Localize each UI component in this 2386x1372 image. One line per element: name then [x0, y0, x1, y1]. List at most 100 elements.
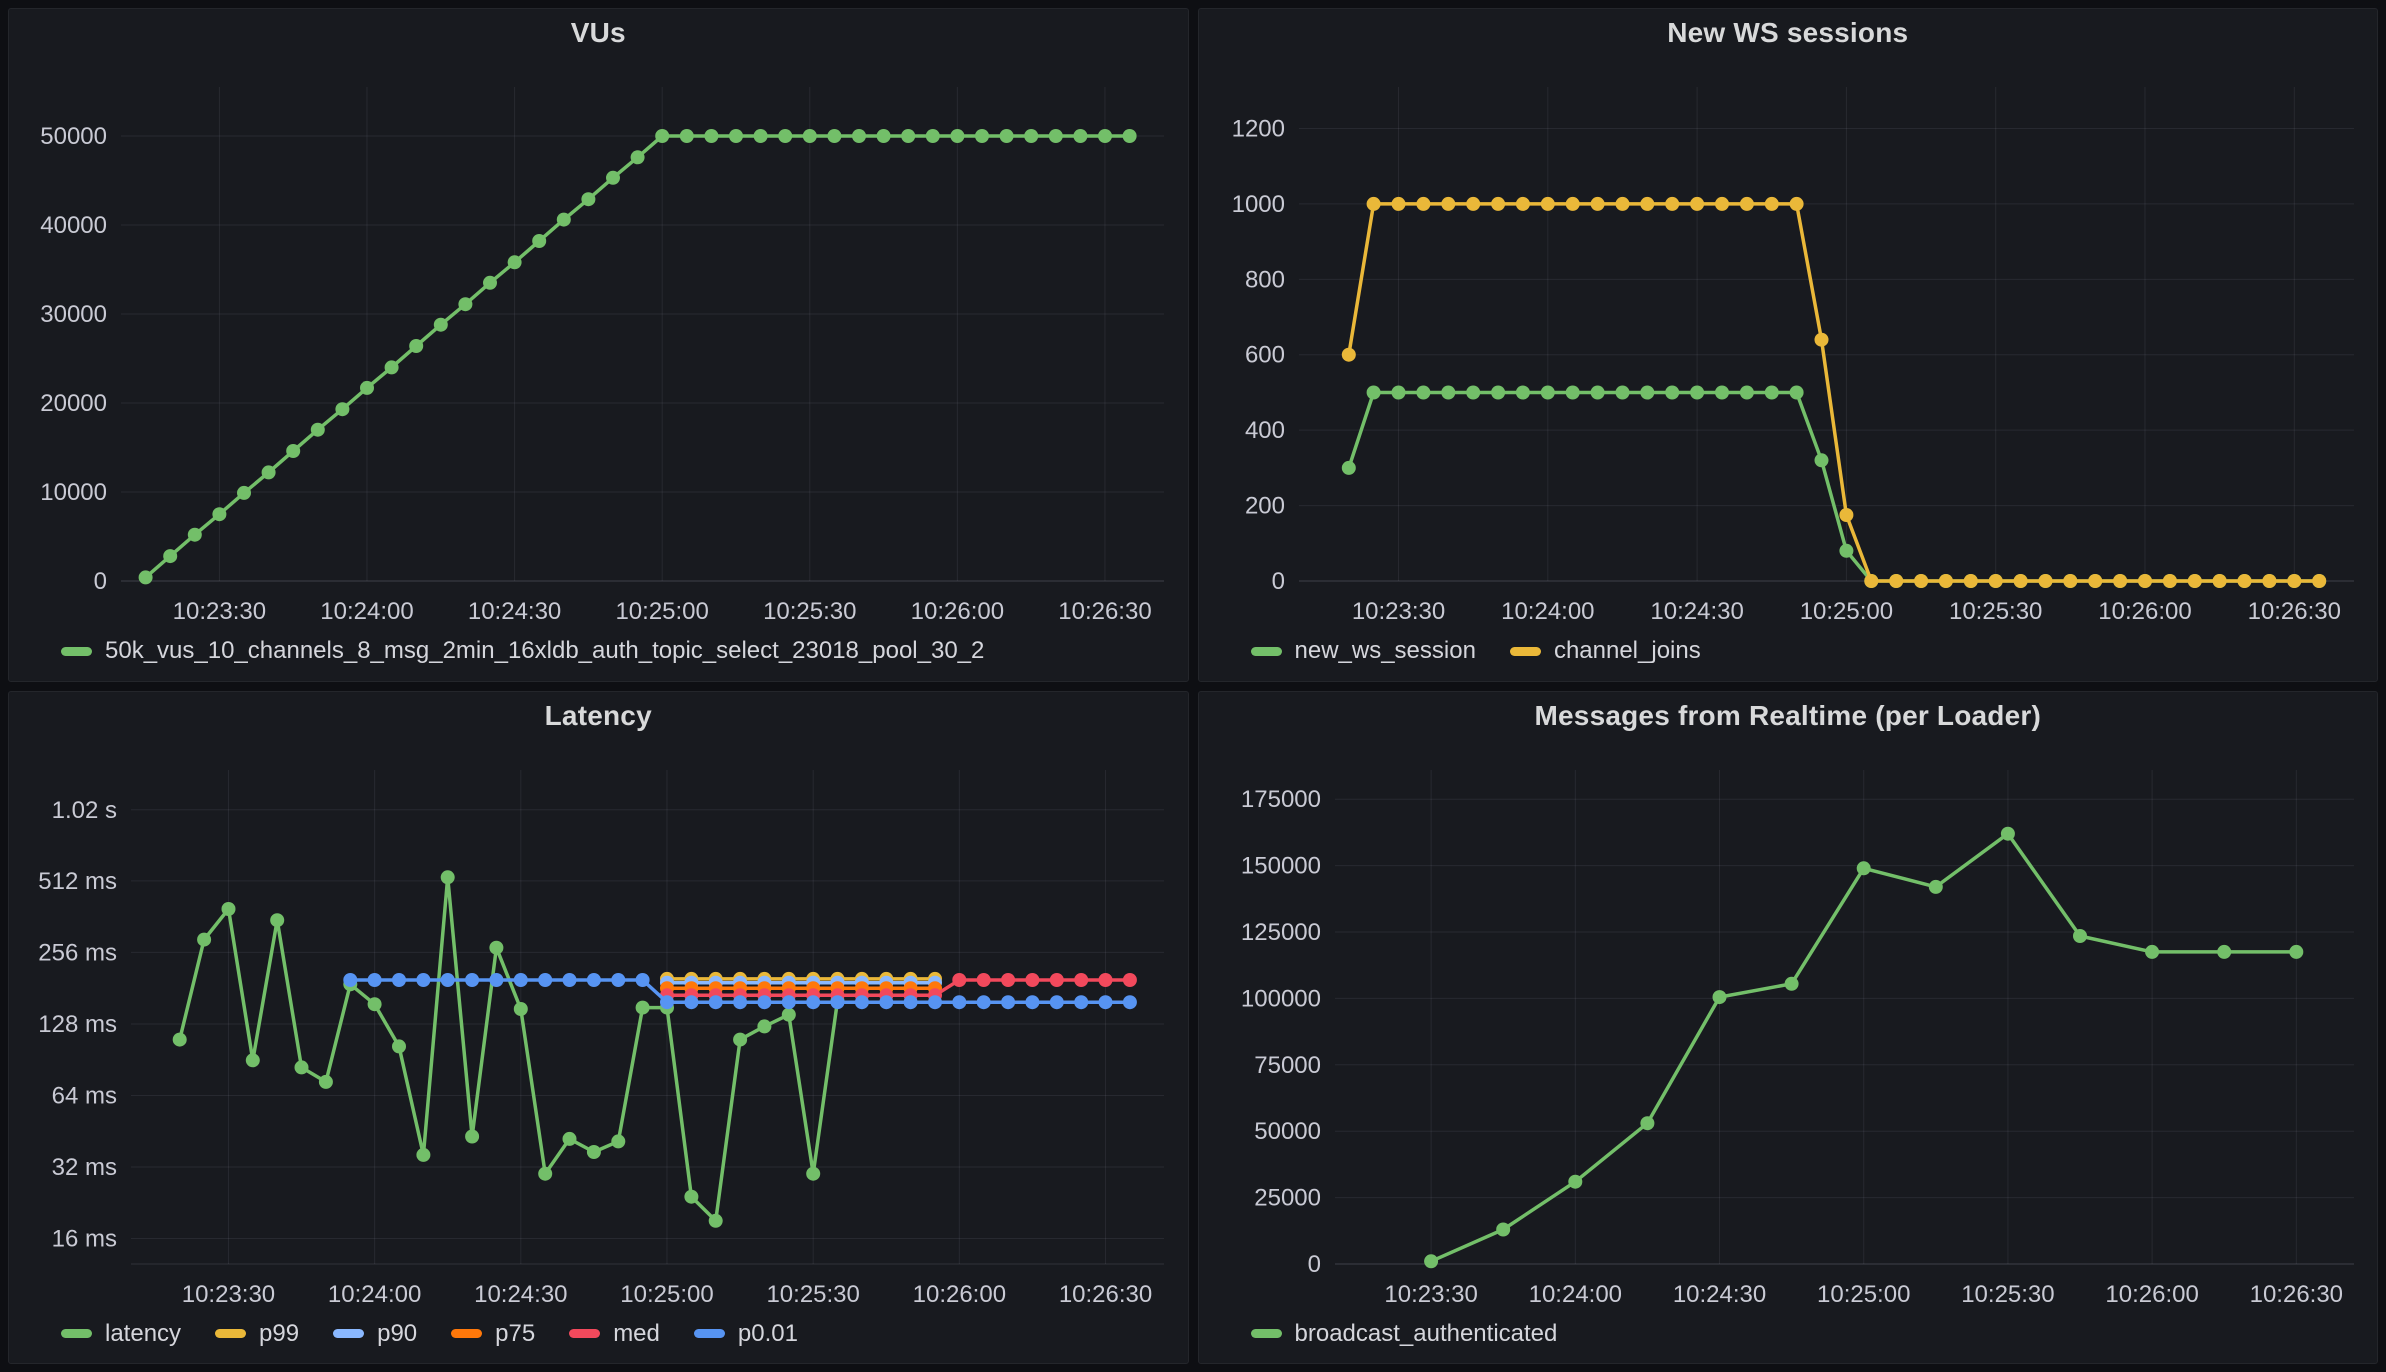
series-point-latency [172, 1032, 187, 1047]
panel-new-ws-sessions: New WS sessions 10:23:30 10:24:00 10:24:30… [1197, 8, 2378, 682]
x-tick-label: 10:25:00 [615, 598, 708, 625]
panel-title-latency[interactable]: Latency [544, 699, 652, 731]
legend-label: p90 [377, 1319, 418, 1347]
legend-item-p90[interactable]: p90 [333, 1320, 417, 1348]
latency-chart[interactable]: 10:23:30 10:24:00 10:24:30 10:25:00 10:25:30… [9, 740, 1188, 1318]
x-tick-label: 10:24:00 [320, 598, 413, 625]
legend-item-broadcast_authenticated[interactable]: broadcast_authenticated [1250, 1320, 1557, 1348]
x-tick-label: 10:24:30 [1650, 598, 1743, 625]
series-point-latency [757, 1018, 772, 1033]
series-point-50k_vus_10_channels_8_msg_2min_16xldb_auth_topic_select_23018_pool_30_2 [876, 129, 891, 143]
series-point-p0.01 [708, 994, 723, 1009]
x-tick-label: 10:23:30 [1384, 1281, 1477, 1308]
series-point-med [952, 972, 967, 987]
new-ws-sessions-plot-area[interactable]: 10:23:30 10:24:00 10:24:30 10:25:00 10:25:30… [1199, 57, 2378, 635]
series-point-broadcast_authenticated [1856, 860, 1871, 875]
x-tick-label: 10:26:30 [2249, 1281, 2342, 1308]
series-point-channel_joins [1391, 196, 1405, 211]
x-tick-label: 10:24:00 [328, 1281, 421, 1308]
series-point-p0.01 [781, 994, 796, 1009]
new-ws-sessions-chart[interactable]: 10:23:30 10:24:00 10:24:30 10:25:00 10:25:30… [1199, 57, 2378, 635]
y-tick-label: 175000 [1240, 786, 1320, 813]
series-point-50k_vus_10_channels_8_msg_2min_16xldb_auth_topic_select_23018_pool_30_2 [753, 129, 768, 143]
series-point-new_ws_session [1440, 385, 1455, 400]
series-point-latency [635, 1000, 650, 1015]
messages-from-realtime-plot-area[interactable]: 10:23:30 10:24:00 10:24:30 10:25:00 10:25:30… [1199, 740, 2378, 1318]
series-point-med [1049, 972, 1064, 987]
legend-item-new_ws_session[interactable]: new_ws_session [1250, 637, 1476, 665]
series-point-p0.01 [1049, 994, 1064, 1009]
series-point-latency [197, 932, 212, 947]
panel-title-vus[interactable]: VUs [570, 17, 626, 48]
vus-plot-area[interactable]: 10:23:30 10:24:00 10:24:30 10:25:00 10:25:30… [9, 57, 1188, 635]
panel-title-messages-from-realtime[interactable]: Messages from Realtime (per Loader) [1534, 699, 2041, 731]
legend-item-p0.01[interactable]: p0.01 [693, 1320, 798, 1348]
series-point-50k_vus_10_channels_8_msg_2min_16xldb_auth_topic_select_23018_pool_30_2 [901, 129, 916, 143]
x-tick-label: 10:26:00 [913, 1281, 1006, 1308]
series-point-channel_joins [1814, 332, 1828, 347]
series-point-channel_joins [2062, 574, 2077, 588]
x-tick-label: 10:23:30 [182, 1281, 275, 1308]
legend-item-p75[interactable]: p75 [451, 1320, 535, 1348]
series-point-new_ws_session [1639, 385, 1654, 400]
legend-item-p99[interactable]: p99 [215, 1320, 299, 1348]
messages-from-realtime-chart[interactable]: 10:23:30 10:24:00 10:24:30 10:25:00 10:25:30… [1199, 740, 2378, 1318]
x-tick-label: 10:25:00 [1817, 1281, 1910, 1308]
legend-item-latency[interactable]: latency [61, 1320, 181, 1348]
series-point-latency [367, 996, 382, 1011]
series-point-latency [270, 912, 285, 927]
series-point-med [1025, 972, 1040, 987]
y-tick-label: 125000 [1240, 919, 1320, 946]
vus-chart[interactable]: 10:23:30 10:24:00 10:24:30 10:25:00 10:25:30… [9, 57, 1188, 635]
y-tick-label: 64 ms [52, 1082, 117, 1109]
series-point-channel_joins [1664, 196, 1679, 211]
panel-title-new-ws-sessions[interactable]: New WS sessions [1667, 17, 1909, 48]
series-point-broadcast_authenticated [2288, 944, 2303, 959]
y-tick-label: 256 ms [38, 939, 117, 966]
legend-item-med[interactable]: med [569, 1320, 660, 1348]
x-tick-label: 10:25:00 [1799, 598, 1892, 625]
series-point-new_ws_session [1391, 385, 1405, 400]
series-point-channel_joins [1913, 574, 1928, 588]
legend-item-channel_joins[interactable]: channel_joins [1509, 637, 1701, 665]
y-tick-label: 200 [1244, 493, 1284, 520]
series-point-med [1001, 972, 1016, 987]
series-point-new_ws_session [1590, 385, 1605, 400]
series-point-latency [586, 1144, 601, 1159]
x-tick-label: 10:23:30 [173, 598, 266, 625]
latency-plot-area[interactable]: 10:23:30 10:24:00 10:24:30 10:25:00 10:25:30… [9, 740, 1188, 1318]
series-point-50k_vus_10_channels_8_msg_2min_16xldb_auth_topic_select_23018_pool_30_2 [556, 212, 571, 227]
series-point-p0.01 [489, 972, 504, 987]
x-tick-label: 10:26:00 [2098, 598, 2191, 625]
series-point-latency [221, 901, 236, 916]
panel-header[interactable]: Messages from Realtime (per Loader) [1199, 692, 2378, 740]
series-point-channel_joins [1714, 196, 1729, 211]
series-point-latency [733, 1032, 748, 1047]
panel-vus: VUs 10:23:30 10:24:00 10:24:30 10:25:00 10:2… [8, 8, 1189, 682]
series-point-latency [489, 940, 504, 955]
series-point-50k_vus_10_channels_8_msg_2min_16xldb_auth_topic_select_23018_pool_30_2 [1098, 129, 1112, 143]
series-point-50k_vus_10_channels_8_msg_2min_16xldb_auth_topic_select_23018_pool_30_2 [704, 129, 719, 143]
y-tick-label: 16 ms [52, 1225, 117, 1252]
series-point-new_ws_session [1490, 385, 1505, 400]
legend-marker-icon [61, 1329, 92, 1338]
series-point-broadcast_authenticated [1423, 1253, 1438, 1268]
x-tick-label: 10:24:00 [1528, 1281, 1621, 1308]
series-point-50k_vus_10_channels_8_msg_2min_16xldb_auth_topic_select_23018_pool_30_2 [581, 192, 596, 207]
series-point-med [1074, 972, 1089, 987]
series-point-new_ws_session [1689, 385, 1704, 400]
series-point-channel_joins [1615, 196, 1629, 211]
series-point-channel_joins [1863, 574, 1878, 588]
y-tick-label: 32 ms [52, 1154, 117, 1181]
series-point-latency [684, 1189, 699, 1204]
series-point-new_ws_session [1565, 385, 1580, 400]
legend-marker-icon [61, 646, 92, 656]
legend-item-50k_vus_10_channels_8_msg_2min_16xldb_auth_topic_select_23018_pool_30_2[interactable]: 50k_vus_10_channels_8_msg_2min_16xldb_au… [61, 637, 984, 665]
x-tick-label: 10:25:30 [1948, 598, 2041, 625]
panel-header[interactable]: New WS sessions [1199, 9, 2378, 57]
series-point-new_ws_session [1341, 460, 1356, 475]
series-point-p0.01 [343, 972, 358, 987]
series-point-latency [392, 1038, 406, 1053]
panel-header[interactable]: VUs [9, 9, 1188, 57]
panel-header[interactable]: Latency [9, 692, 1188, 740]
